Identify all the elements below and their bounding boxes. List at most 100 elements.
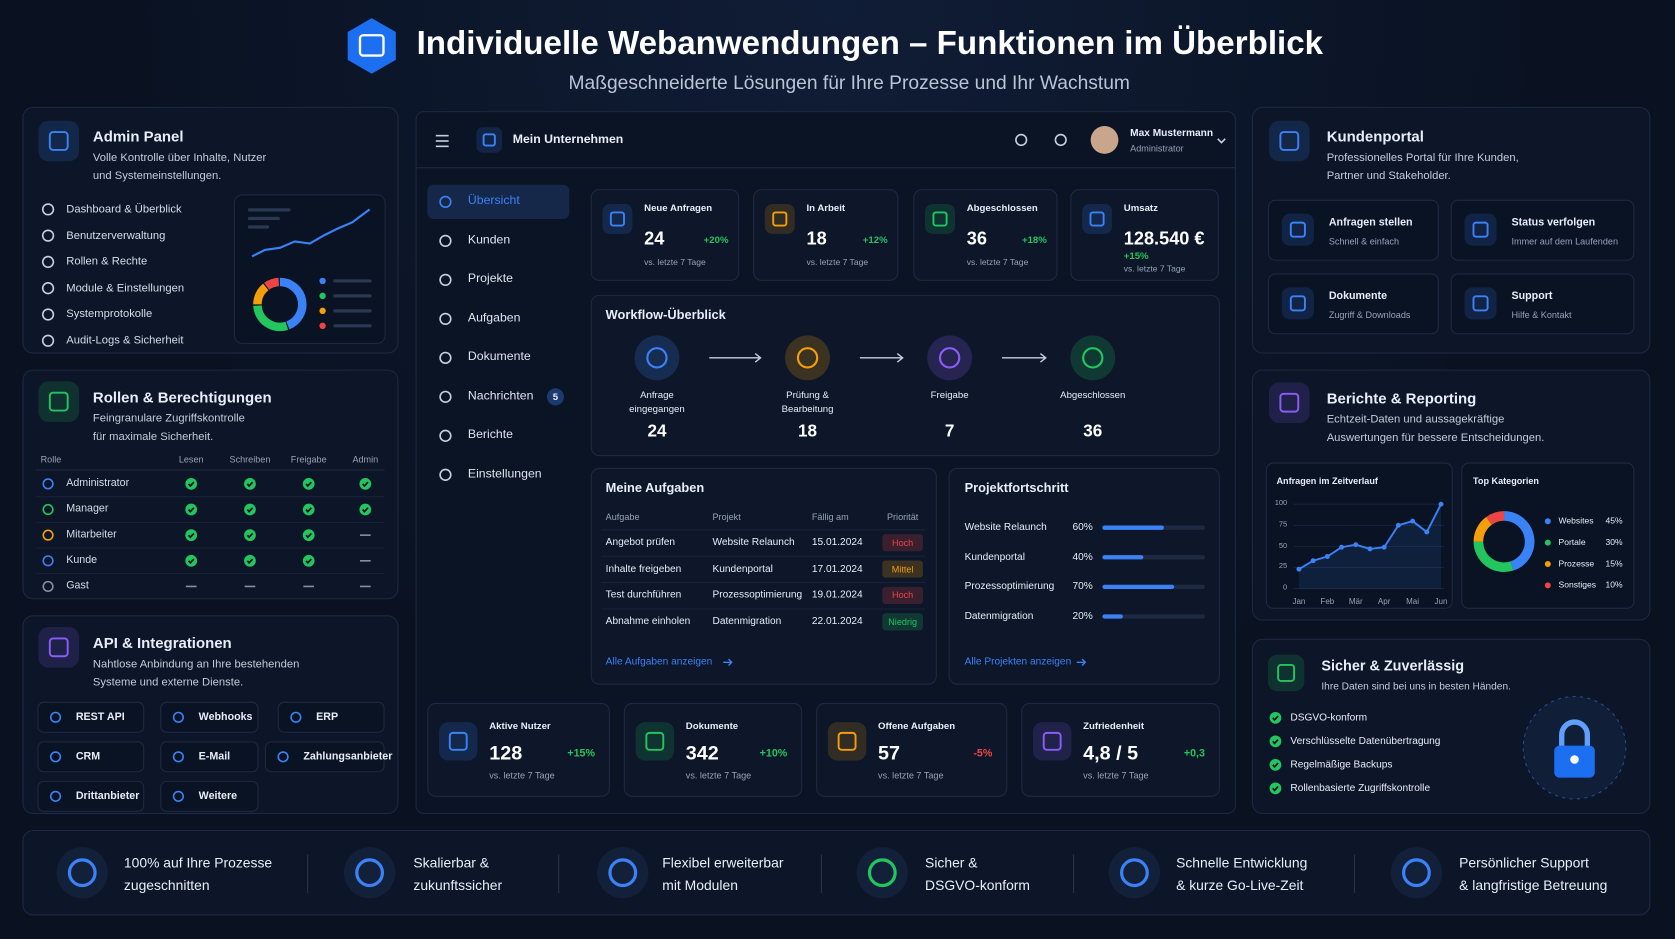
- task-due: 19.01.2024: [811, 589, 863, 602]
- x-tick-label: Jun: [1434, 596, 1448, 607]
- api-chip[interactable]: [277, 701, 385, 733]
- portal-subtitle: Zugriff & Downloads: [1328, 309, 1411, 321]
- portal-title[interactable]: Anfragen stellen: [1328, 216, 1413, 229]
- stat-note: vs. letzte 7 Tage: [1123, 264, 1186, 274]
- check-mark: [187, 481, 195, 488]
- workflow-label: Freigabe: [930, 389, 969, 401]
- feature-text: Schnelle Entwicklung: [1176, 854, 1308, 871]
- stat-icon-glyph: [772, 211, 788, 227]
- check-mark: [305, 558, 312, 565]
- nav-item[interactable]: Übersicht: [467, 194, 520, 208]
- stat-card: [753, 189, 899, 281]
- security-item: Rollenbasierte Zugriffskontrolle: [1290, 782, 1431, 794]
- x-tick-label: Apr: [1377, 596, 1391, 607]
- nav-item[interactable]: Dokumente: [467, 350, 531, 364]
- logo: [347, 18, 396, 74]
- stat-icon: [439, 722, 478, 761]
- task-project: Datenmigration: [712, 615, 782, 628]
- small-icon: [439, 390, 452, 403]
- link-arrow: [1076, 658, 1087, 666]
- line-area: [1298, 504, 1442, 589]
- workflow-step: [1070, 335, 1116, 381]
- api-item[interactable]: REST API: [75, 710, 125, 723]
- feature-icon: [608, 858, 638, 888]
- app-logo: [476, 127, 503, 153]
- nav-item[interactable]: Nachrichten: [467, 389, 534, 403]
- api-item[interactable]: Zahlungsanbieter: [303, 750, 393, 763]
- portal-tile[interactable]: [1450, 199, 1635, 261]
- role-name: Gast: [66, 580, 89, 592]
- feature-text: zugeschnitten: [123, 877, 210, 894]
- api-item[interactable]: Drittanbieter: [75, 789, 140, 802]
- panel-title: Workflow-Überblick: [605, 307, 726, 323]
- feature-text: & langfristige Betreuung: [1459, 877, 1608, 894]
- nav-item[interactable]: Aufgaben: [467, 311, 521, 325]
- api-item[interactable]: CRM: [75, 750, 101, 763]
- progress-link[interactable]: Alle Projekten anzeigen: [964, 656, 1072, 668]
- check-mark: [246, 507, 254, 513]
- stat-value: 57: [878, 741, 901, 764]
- small-icon: [277, 751, 289, 763]
- portal-icon-glyph: [1289, 221, 1306, 238]
- portal-tile[interactable]: [1267, 273, 1439, 335]
- task-due: 15.01.2024: [811, 536, 863, 549]
- stat-icon: [1032, 722, 1072, 761]
- legend-label: Prozesse: [1558, 558, 1595, 569]
- section-description: Systeme und externe Dienste.: [92, 675, 244, 689]
- small-icon: [42, 478, 54, 490]
- admin-item: Rollen & Rechte: [66, 255, 148, 269]
- task-name: Angebot prüfen: [605, 536, 676, 549]
- portal-icon: [1281, 287, 1314, 320]
- legend-dot: [1544, 539, 1551, 546]
- nav-item[interactable]: Kunden: [467, 233, 511, 247]
- section-icon-glyph: [48, 637, 69, 658]
- api-chip[interactable]: [264, 741, 385, 773]
- feature-text: 100% auf Ihre Prozesse: [123, 854, 273, 871]
- api-item[interactable]: ERP: [316, 710, 339, 723]
- user-name[interactable]: Max Mustermann: [1130, 127, 1214, 140]
- stat-label: Umsatz: [1123, 202, 1158, 214]
- api-chip[interactable]: [160, 741, 259, 773]
- portal-title[interactable]: Status verfolgen: [1511, 216, 1596, 229]
- api-item[interactable]: Webhooks: [198, 710, 253, 723]
- nav-item[interactable]: Einstellungen: [467, 467, 542, 481]
- workflow-label: eingegangen: [629, 403, 685, 415]
- feature-icon: [867, 858, 897, 888]
- stat-icon-glyph: [448, 731, 468, 751]
- nav-item[interactable]: Berichte: [467, 428, 513, 442]
- feature-icon-bg: [56, 847, 108, 899]
- stat-icon: [764, 204, 795, 234]
- workflow-label: Anfrage: [640, 389, 674, 401]
- portal-title[interactable]: Dokumente: [1328, 290, 1388, 303]
- api-chip[interactable]: [37, 701, 145, 733]
- api-chip[interactable]: [37, 741, 145, 773]
- check-mark: [1272, 715, 1279, 722]
- api-chip[interactable]: [37, 780, 145, 812]
- preview-dot: [319, 307, 326, 315]
- section-title: Sicher & Zuverlässig: [1321, 657, 1465, 674]
- small-icon: [439, 429, 452, 442]
- workflow-step-ring: [938, 347, 961, 369]
- api-chip[interactable]: [160, 780, 259, 812]
- section-icon-glyph: [48, 131, 69, 151]
- line-point: [1395, 522, 1401, 528]
- api-item[interactable]: Weitere: [198, 789, 238, 802]
- stat-card: [913, 189, 1058, 281]
- stat-icon: [925, 204, 955, 234]
- task-due: 17.01.2024: [811, 562, 863, 575]
- nav-item[interactable]: Projekte: [467, 272, 513, 286]
- stat-note: vs. letzte 7 Tage: [806, 257, 869, 268]
- portal-tile[interactable]: [1267, 199, 1439, 261]
- portal-title[interactable]: Support: [1511, 290, 1553, 303]
- api-item[interactable]: E-Mail: [198, 750, 231, 763]
- preview-dot: [319, 277, 326, 285]
- tasks-link[interactable]: Alle Aufgaben anzeigen: [605, 656, 713, 668]
- y-tick-label: 25: [1278, 562, 1288, 571]
- portal-tile[interactable]: [1450, 273, 1635, 335]
- api-chip[interactable]: [160, 701, 259, 733]
- feature-icon: [1120, 858, 1149, 888]
- stat-icon-glyph: [645, 731, 665, 751]
- workflow-value: 36: [1083, 422, 1103, 441]
